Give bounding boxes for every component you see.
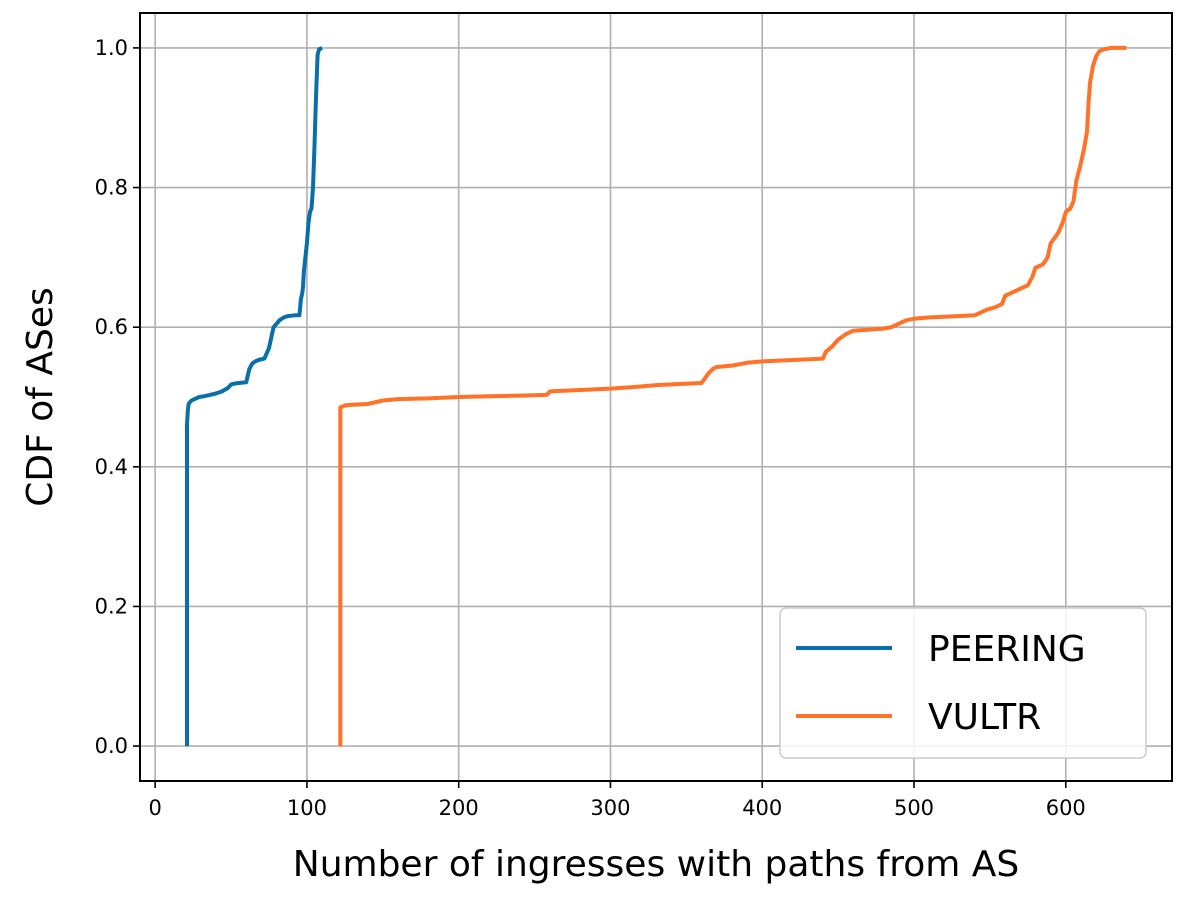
y-tick-label: 0.8 <box>95 176 128 200</box>
x-tick-label: 600 <box>1046 796 1086 820</box>
y-tick-label: 0.4 <box>95 455 128 479</box>
y-tick-label: 0.6 <box>95 315 128 339</box>
x-tick-label: 200 <box>439 796 479 820</box>
y-tick-label: 0.2 <box>95 594 128 618</box>
y-tick-label: 0.0 <box>95 734 128 758</box>
legend-label-vultr: VULTR <box>928 697 1041 738</box>
series-line-vultr <box>338 45 1127 747</box>
x-tick-label: 300 <box>590 796 630 820</box>
legend-label-peering: PEERING <box>928 629 1086 670</box>
x-tick-label: 100 <box>287 796 327 820</box>
x-tick-label: 500 <box>894 796 934 820</box>
y-axis-label: CDF of ASes <box>20 287 61 507</box>
plot-frame <box>139 12 1173 782</box>
x-tick-label: 400 <box>742 796 782 820</box>
axis-ticks: 0 100 200 300 400 500 600 0.0 0.2 0.4 0.6 0.8 1.0 <box>95 36 1086 820</box>
x-tick-label: 0 <box>148 796 161 820</box>
legend-box <box>779 607 1147 759</box>
x-axis-label: Number of ingresses with paths from AS <box>293 844 1019 885</box>
legend: PEERING VULTR <box>779 607 1147 759</box>
series-lines <box>185 45 1127 747</box>
series-line-peering <box>185 46 323 747</box>
y-tick-label: 1.0 <box>95 36 128 60</box>
